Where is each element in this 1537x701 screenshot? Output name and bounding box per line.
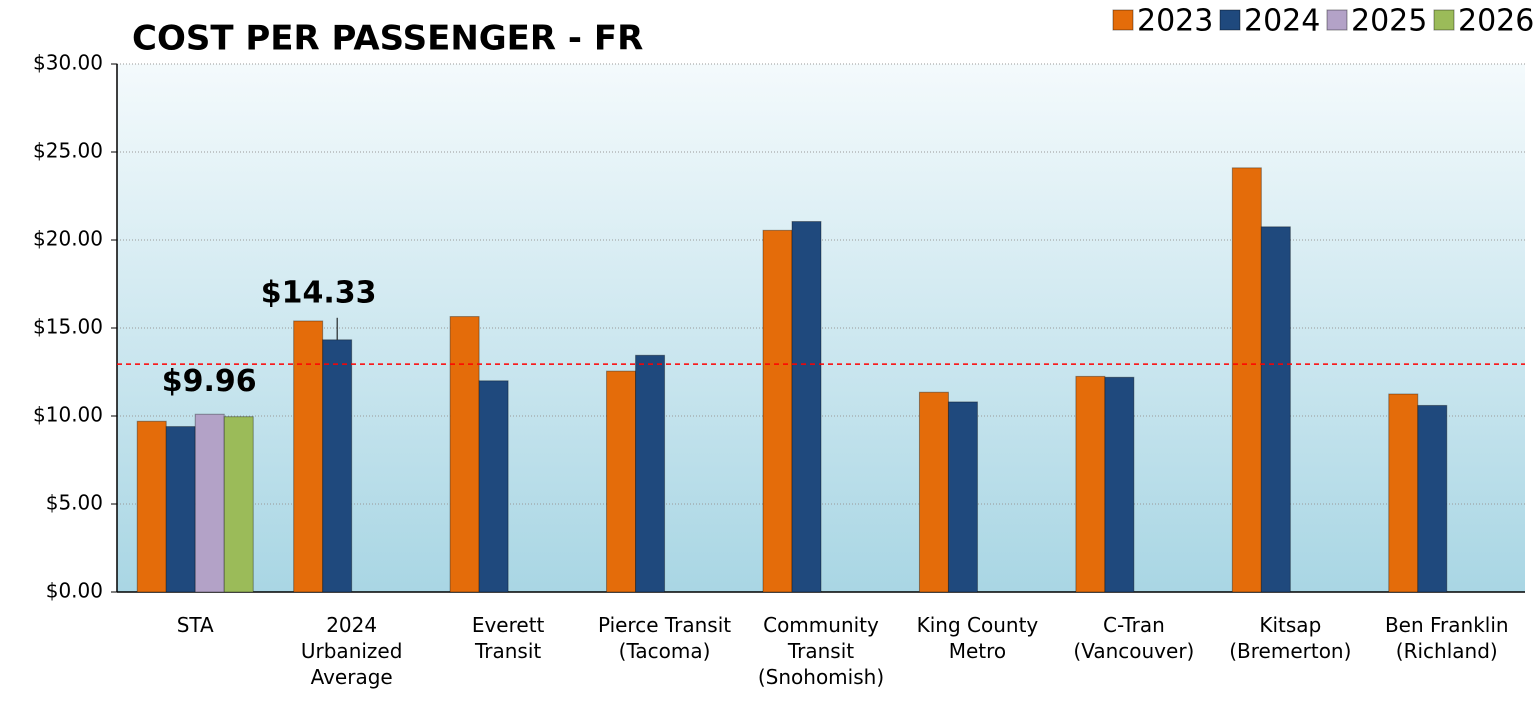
bar xyxy=(478,380,509,593)
bar xyxy=(322,339,353,593)
chart-title: COST PER PASSENGER - FR xyxy=(132,19,643,59)
legend-label: 2026 xyxy=(1458,4,1534,39)
legend-swatch xyxy=(1112,9,1134,31)
bar xyxy=(606,370,637,593)
y-tick-label: $30.00 xyxy=(33,51,103,75)
bar xyxy=(136,420,167,593)
bar xyxy=(1104,376,1135,593)
bar xyxy=(918,391,949,593)
bar xyxy=(1075,375,1106,593)
x-tick-label: STA xyxy=(176,613,214,637)
bar xyxy=(791,221,822,593)
x-tick-label: Pierce Transit (Tacoma) xyxy=(597,613,732,663)
x-tick-label: Everett Transit xyxy=(471,613,545,663)
y-tick-label: $20.00 xyxy=(33,227,103,251)
legend-swatch xyxy=(1433,9,1455,31)
legend-label: 2025 xyxy=(1351,4,1427,39)
bar xyxy=(762,229,793,593)
x-tick-label: C-Tran (Vancouver) xyxy=(1073,613,1195,663)
bar xyxy=(1260,226,1291,593)
bar xyxy=(223,416,254,593)
y-tick-label: $15.00 xyxy=(33,315,103,339)
x-tick-label: King County Metro xyxy=(916,613,1039,663)
legend-label: 2024 xyxy=(1244,4,1320,39)
data-label: $14.33 xyxy=(261,275,377,310)
data-label: $9.96 xyxy=(162,364,257,399)
y-tick-label: $10.00 xyxy=(33,403,103,427)
legend-label: 2023 xyxy=(1137,4,1213,39)
legend-swatch xyxy=(1326,9,1348,31)
x-tick-label: Kitsap (Bremerton) xyxy=(1229,613,1352,663)
y-tick-label: $25.00 xyxy=(33,139,103,163)
bar xyxy=(635,354,666,593)
x-tick-label: Ben Franklin (Richland) xyxy=(1384,613,1509,663)
bar xyxy=(165,426,196,593)
bar xyxy=(293,320,324,593)
bar xyxy=(1417,404,1448,593)
bar xyxy=(1231,167,1262,593)
y-tick-label: $5.00 xyxy=(46,491,103,515)
legend-swatch xyxy=(1219,9,1241,31)
bar xyxy=(194,413,225,593)
bar xyxy=(947,401,978,593)
x-tick-label: Community Transit (Snohomish) xyxy=(757,613,885,689)
x-tick-label: 2024 Urbanized Average xyxy=(300,613,403,689)
bar xyxy=(1388,393,1419,593)
bar xyxy=(449,316,480,593)
y-tick-label: $0.00 xyxy=(46,579,103,603)
